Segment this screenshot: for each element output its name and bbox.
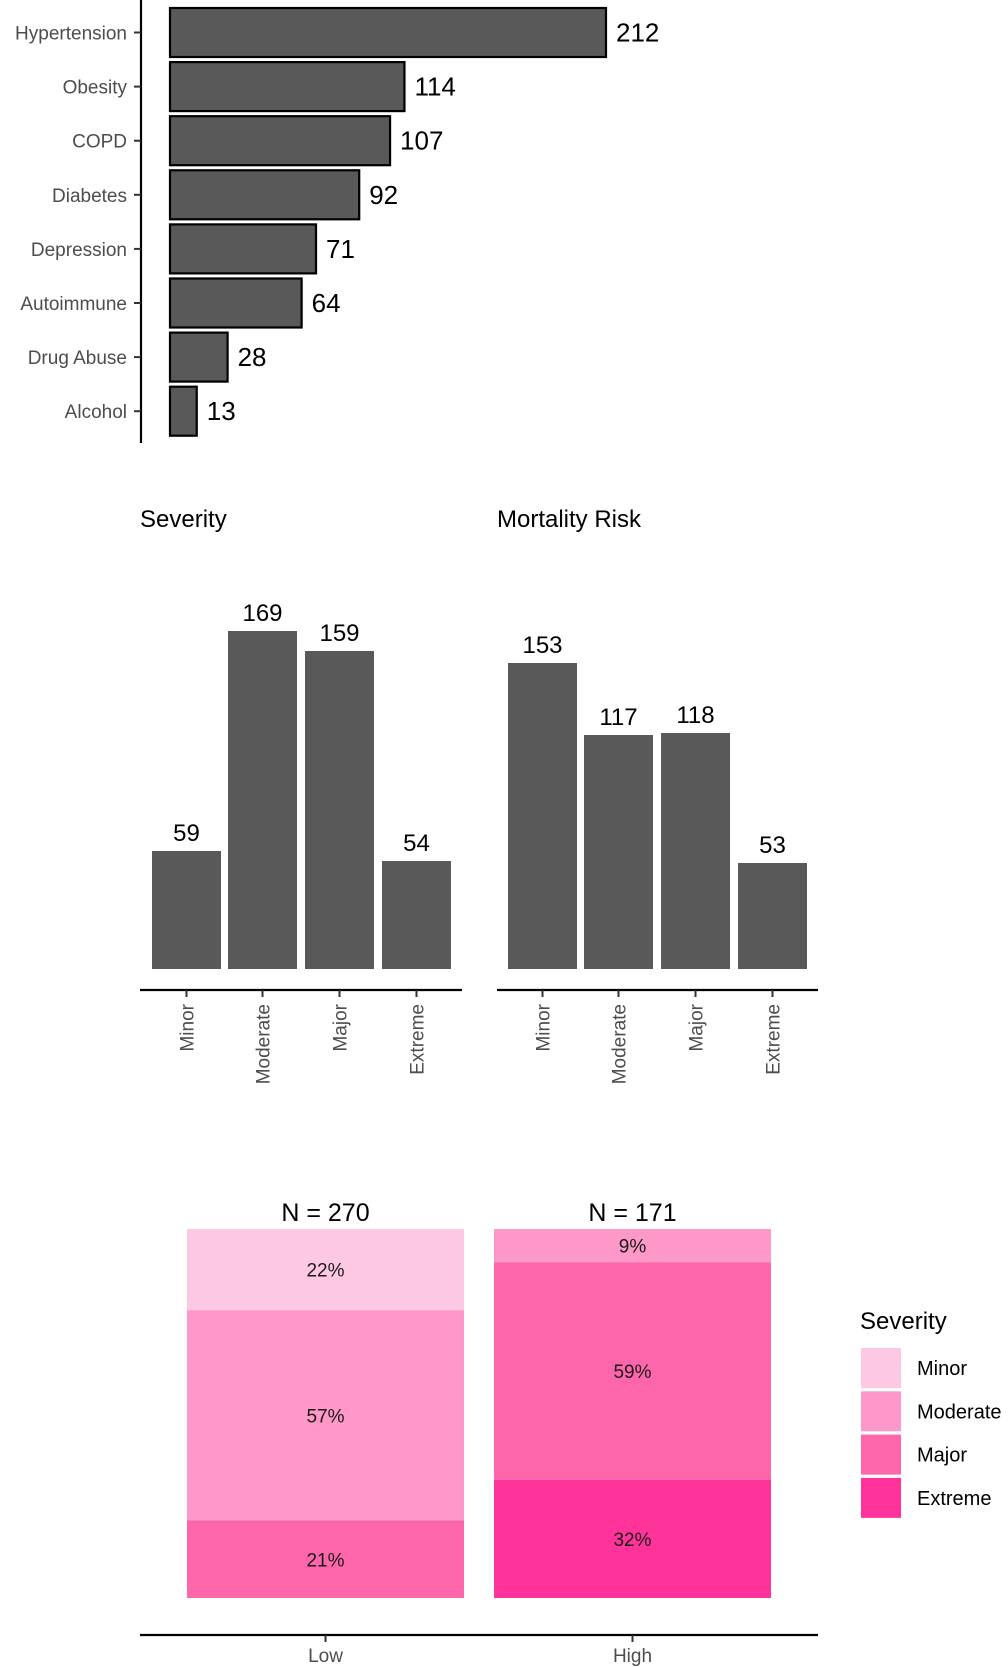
stacked-segment-minor	[187, 1229, 464, 1311]
bar	[152, 851, 221, 969]
data-label: 107	[400, 126, 443, 156]
data-label: 169	[242, 600, 282, 627]
x-tick-label: Major	[331, 1003, 352, 1051]
y-tick-label: Obesity	[63, 78, 128, 99]
y-tick-label: Autoimmune	[20, 294, 127, 315]
bar	[168, 223, 318, 275]
data-label: 54	[403, 830, 430, 857]
segment-label: 57%	[306, 1406, 344, 1427]
mortality-risk-chart-title: Mortality Risk	[497, 506, 642, 533]
x-tick-label: Major	[687, 1003, 708, 1051]
data-label: 71	[326, 234, 355, 264]
stacked-segment-major	[494, 1262, 771, 1480]
data-label: 117	[599, 704, 637, 731]
bar	[168, 6, 608, 59]
data-label: 13	[207, 396, 236, 426]
legend-label: Minor	[917, 1358, 967, 1380]
legend: Severity Minor Moderate Major Extreme	[860, 1308, 1002, 1518]
bar	[168, 385, 198, 437]
segment-label: 21%	[306, 1550, 344, 1571]
column-n-label: N = 270	[281, 1199, 369, 1227]
y-tick-label: Alcohol	[65, 402, 127, 423]
data-label: 114	[414, 72, 455, 102]
x-tick-label: Extreme	[408, 1004, 429, 1075]
segment-label: 22%	[306, 1261, 344, 1282]
data-label: 159	[319, 620, 359, 647]
data-label: 92	[369, 180, 398, 210]
x-tick-label: Moderate	[254, 1004, 275, 1084]
bar	[168, 60, 406, 113]
stacked-severity-by-risk-chart: 22% 57% 21% N = 270 Low 9% 59% 32% N = 171 High S…	[140, 1199, 1002, 1667]
bar	[168, 169, 361, 221]
bar	[168, 115, 392, 167]
data-label: 212	[616, 18, 659, 48]
x-tick-label: Extreme	[764, 1004, 785, 1075]
data-label: 118	[676, 702, 714, 729]
bar	[508, 663, 577, 969]
legend-key-minor	[861, 1348, 901, 1388]
x-tick-label: Moderate	[610, 1004, 631, 1084]
data-label: 28	[238, 342, 267, 372]
bar	[584, 735, 653, 969]
stacked-segment-moderate	[187, 1310, 464, 1521]
bar	[305, 651, 374, 969]
segment-label: 32%	[613, 1530, 651, 1551]
x-tick-label: Minor	[178, 1003, 199, 1051]
severity-bar-chart: Severity 59 Minor 169 Moderate 159 Major 54 Ext…	[140, 506, 462, 1084]
bar	[228, 631, 297, 969]
legend-key-moderate	[861, 1391, 901, 1432]
y-tick-label: Drug Abuse	[28, 348, 127, 369]
stacked-segment-major	[187, 1520, 464, 1598]
comorbidity-bar-chart: Hypertension 212 Obesity 114 COPD 107 Diabetes…	[15, 0, 659, 443]
segment-label: 59%	[613, 1362, 651, 1383]
legend-label: Moderate	[917, 1401, 1002, 1423]
data-label: 64	[312, 288, 341, 318]
y-tick-label: Diabetes	[52, 186, 127, 207]
stacked-segment-moderate	[494, 1229, 771, 1263]
x-tick-label: High	[613, 1646, 652, 1667]
y-tick-label: Depression	[31, 240, 127, 261]
bar	[661, 733, 730, 969]
segment-label: 9%	[619, 1237, 647, 1258]
legend-label: Major	[917, 1445, 967, 1467]
column-n-label: N = 171	[588, 1199, 676, 1227]
x-tick-label: Low	[308, 1646, 343, 1667]
severity-chart-title: Severity	[140, 506, 227, 533]
data-label: 59	[173, 820, 200, 847]
legend-label: Extreme	[917, 1488, 991, 1510]
data-label: 153	[522, 632, 562, 659]
bar	[168, 277, 303, 329]
stacked-segment-extreme	[494, 1479, 771, 1598]
mortality-risk-bar-chart: Mortality Risk 153 Minor 117 Moderate 118 Maj…	[497, 506, 818, 1084]
legend-title: Severity	[860, 1308, 947, 1335]
y-tick-label: Hypertension	[15, 24, 127, 45]
bar	[738, 863, 807, 969]
y-tick-label: COPD	[72, 132, 127, 153]
bar	[168, 331, 229, 383]
data-label: 53	[759, 832, 786, 859]
bar	[382, 861, 451, 969]
legend-key-major	[861, 1434, 901, 1475]
legend-key-extreme	[861, 1477, 901, 1518]
x-tick-label: Minor	[534, 1003, 555, 1051]
